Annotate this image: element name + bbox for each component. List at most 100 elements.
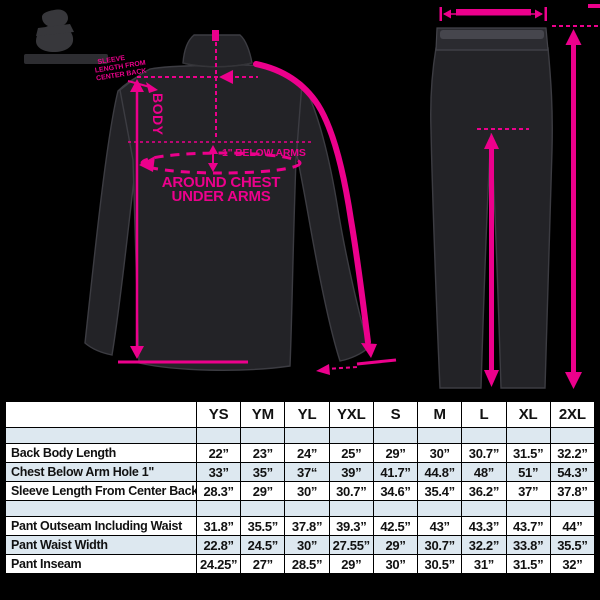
- spacer-cell: [417, 500, 463, 517]
- value-cell: 24.5”: [240, 535, 286, 555]
- under-arms-label: UNDER ARMS: [171, 188, 270, 205]
- value-cell: 30”: [284, 535, 330, 555]
- spacer-row: [5, 427, 596, 444]
- brand-logo: [24, 9, 108, 64]
- col-header-xl: XL: [505, 401, 551, 428]
- value-cell: 33.8”: [505, 535, 551, 555]
- spacer-cell: [461, 427, 507, 444]
- value-cell: 37.8”: [284, 516, 330, 536]
- value-cell: 30.5”: [417, 554, 463, 574]
- col-header-2xl: 2XL: [549, 401, 596, 428]
- value-cell: 54.3”: [549, 462, 596, 482]
- spacer-cell: [372, 427, 419, 444]
- value-cell: 30.7”: [417, 535, 463, 555]
- sleeve-length-line: [253, 61, 397, 375]
- value-cell: 32.2”: [461, 535, 507, 555]
- value-cell: 36.2”: [461, 481, 507, 501]
- col-header-ym: YM: [240, 401, 286, 428]
- sleeve-label-pointer: [127, 80, 158, 93]
- row-label: Sleeve Length From Center Back: [5, 481, 197, 501]
- spacer-cell: [195, 427, 242, 444]
- value-cell: 31.5”: [505, 443, 551, 463]
- spacer-cell: [240, 500, 286, 517]
- value-cell: 41.7”: [372, 462, 419, 482]
- value-cell: 30”: [284, 481, 330, 501]
- corner-line-segment: [588, 4, 600, 8]
- pants-graphic: [430, 27, 553, 389]
- value-cell: 43.3”: [461, 516, 507, 536]
- row-label: Pant Waist Width: [5, 535, 197, 555]
- spacer-cell: [240, 427, 286, 444]
- value-cell: 29”: [372, 443, 419, 463]
- svg-text:SLEEVE: SLEEVE: [97, 55, 126, 66]
- value-cell: 27”: [240, 554, 286, 574]
- spacer-cell: [284, 427, 330, 444]
- table-row: Sleeve Length From Center Back 28.3” 29” 30…: [5, 481, 596, 501]
- value-cell: 35.4”: [417, 481, 463, 501]
- row-label: Pant Outseam Including Waist: [5, 516, 197, 536]
- spacer-label: [5, 500, 197, 517]
- row-label: Back Body Length: [5, 443, 197, 463]
- value-cell: 25”: [328, 443, 374, 463]
- table-row: Chest Below Arm Hole 1" 33” 35” 37“ 39” 41.7”…: [5, 462, 596, 482]
- spacer-cell: [461, 500, 507, 517]
- around-chest-label: AROUND CHEST: [162, 174, 280, 191]
- spacer-cell: [328, 427, 374, 444]
- spacer-row: [5, 500, 596, 517]
- spacer-cell: [417, 427, 463, 444]
- value-cell: 43”: [417, 516, 463, 536]
- inseam-arrow: [477, 128, 529, 387]
- corner-cell: [5, 401, 197, 428]
- value-cell: 32”: [549, 554, 596, 574]
- value-cell: 35.5”: [240, 516, 286, 536]
- spacer-cell: [372, 500, 419, 517]
- size-table-section: YS YM YL YXL S M L XL 2XL Back Body Length 22” 23” 2…: [5, 401, 596, 574]
- value-cell: 32.2”: [549, 443, 596, 463]
- center-back-arrowhead: [219, 70, 233, 84]
- col-header-yxl: YXL: [328, 401, 374, 428]
- spacer-cell: [328, 500, 374, 517]
- value-cell: 24”: [284, 443, 330, 463]
- value-cell: 22.8”: [195, 535, 242, 555]
- row-label: Chest Below Arm Hole 1": [5, 462, 197, 482]
- value-cell: 34.6”: [372, 481, 419, 501]
- spacer-cell: [505, 427, 551, 444]
- table-row: Pant Waist Width 22.8” 24.5” 30” 27.55” 29” 30…: [5, 535, 596, 555]
- size-diagram: BODY SLEEVE LENGTH FROM CENTER BACK: [24, 4, 600, 389]
- col-header-s: S: [372, 401, 419, 428]
- waist-width-arrow: [439, 7, 547, 21]
- value-cell: 31.8”: [195, 516, 242, 536]
- row-label: Pant Inseam: [5, 554, 197, 574]
- value-cell: 31.5”: [505, 554, 551, 574]
- value-cell: 30”: [372, 554, 419, 574]
- body-label: BODY: [150, 93, 166, 136]
- collar-top-tick: [212, 30, 219, 41]
- chest-ellipse-arrowhead: [139, 156, 155, 172]
- value-cell: 44.8”: [417, 462, 463, 482]
- value-cell: 29”: [240, 481, 286, 501]
- value-cell: 28.5”: [284, 554, 330, 574]
- value-cell: 44”: [549, 516, 596, 536]
- value-cell: 28.3”: [195, 481, 242, 501]
- body-length-arrow: [118, 79, 248, 364]
- value-cell: 24.25”: [195, 554, 242, 574]
- value-cell: 27.55”: [328, 535, 374, 555]
- value-cell: 31”: [461, 554, 507, 574]
- value-cell: 35.5”: [549, 535, 596, 555]
- value-cell: 23”: [240, 443, 286, 463]
- table-row: Back Body Length 22” 23” 24” 25” 29” 30” 30.7” 3…: [5, 443, 596, 463]
- value-cell: 29”: [372, 535, 419, 555]
- value-cell: 22”: [195, 443, 242, 463]
- value-cell: 35”: [240, 462, 286, 482]
- value-cell: 42.5”: [372, 516, 419, 536]
- value-cell: 37”: [505, 481, 551, 501]
- value-cell: 51”: [505, 462, 551, 482]
- col-header-ys: YS: [195, 401, 242, 428]
- spacer-cell: [549, 500, 596, 517]
- col-header-yl: YL: [284, 401, 330, 428]
- value-cell: 37.8”: [549, 481, 596, 501]
- value-cell: 39.3”: [328, 516, 374, 536]
- value-cell: 29”: [328, 554, 374, 574]
- value-cell: 39”: [328, 462, 374, 482]
